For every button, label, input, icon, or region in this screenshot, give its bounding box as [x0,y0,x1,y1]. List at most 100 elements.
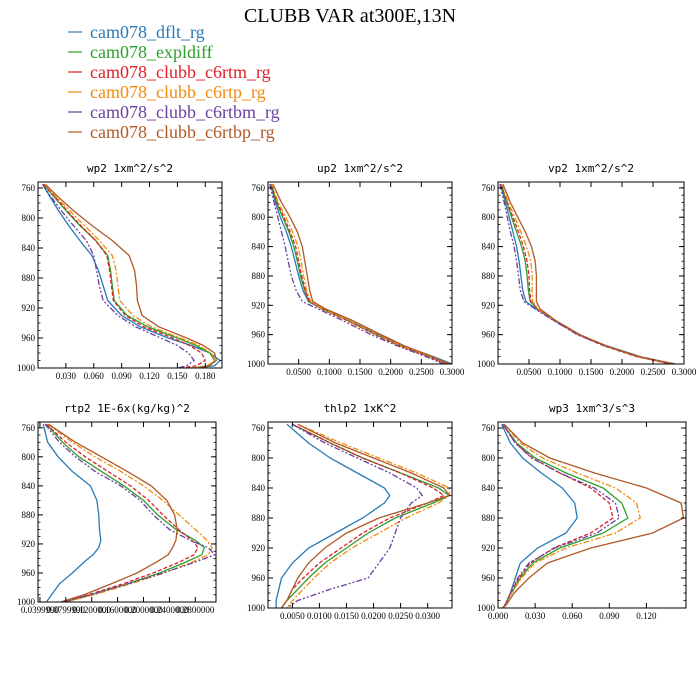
legend-label-cam078_clubb_c6rtbm_rg: cam078_clubb_c6rtbm_rg [90,102,280,122]
y-tick-label: 960 [482,330,496,340]
y-tick-label: 840 [482,242,496,252]
y-tick-label: 800 [252,453,266,463]
panels: wp2 1xm^2/s^2 760 800 840 880 920 960 1000 0.030… [17,162,697,621]
x-tick-label: 0.0150 [334,611,359,621]
x-tick-label: 0.1500 [348,367,373,377]
x-tick-label: 0.3000 [440,367,465,377]
panel-1: wp2 1xm^2/s^2 760 800 840 880 920 960 1000 0.030… [17,162,223,381]
series-line-cam078_clubb_c6rtp_rg [502,423,641,608]
y-tick-label: 920 [22,539,36,549]
x-tick-label: 0.1200000 [73,605,112,615]
plot-frame [267,421,453,609]
x-tick-label: 0.1000 [548,367,573,377]
y-tick-label: 800 [22,213,36,223]
panel-6: wp3 1xm^3/s^3 760 800 840 880 920 960 10000.000… [477,402,687,621]
panel-2: up2 1xm^2/s^2 760 800 840 880 920 960 1000 0.050… [247,162,465,377]
y-tick-label: 880 [482,271,496,281]
plot-frame [37,181,223,369]
y-tick-label: 960 [482,573,496,583]
series-line-cam078_clubb_c6rtbm_rg [286,423,424,608]
x-tick-label: 0.2800000 [176,605,215,615]
series-line-cam078_expldiff [502,423,629,608]
series-line-cam078_clubb_c6rtp_rg [271,183,449,364]
series-line-cam078_clubb_c6rtbp_rg [272,183,450,364]
y-tick-label: 840 [482,483,496,493]
y-tick-label: 1000 [477,603,496,613]
x-tick-label: 0.1600000 [98,605,137,615]
legend: cam078_dflt_rgcam078_expldiffcam078_club… [68,22,280,142]
y-tick-label: 920 [252,300,266,310]
x-tick-label: 0.1000 [317,367,342,377]
y-tick-label: 920 [482,300,496,310]
panel-3: vp2 1xm^2/s^2 760 800 840 880 920 960 1000 0.050… [477,162,697,377]
x-tick-label: 0.120 [636,611,657,621]
plot-frame [37,421,217,603]
series-line-cam078_clubb_c6rtm_rg [43,183,207,368]
x-tick-label: 0.090 [599,611,620,621]
x-tick-label: 0.0250 [388,611,413,621]
x-tick-label: 0.0500 [286,367,311,377]
x-tick-label: 0.0300 [415,611,440,621]
y-tick-label: 960 [22,568,36,578]
x-tick-label: 0.0799990 [47,605,86,615]
x-tick-label: 0.060 [84,371,105,381]
legend-label-cam078_clubb_c6rtp_rg: cam078_clubb_c6rtp_rg [90,82,266,102]
y-tick-label: 920 [22,303,36,313]
x-tick-label: 0.0500 [517,367,542,377]
x-tick-label: 0.090 [112,371,133,381]
y-tick-label: 880 [252,513,266,523]
x-tick-label: 0.2000 [378,367,403,377]
x-tick-label: 0.000 [488,611,509,621]
y-tick-label: 880 [252,271,266,281]
x-tick-label: 0.2500 [409,367,434,377]
y-tick-label: 760 [22,183,36,193]
x-tick-label: 0.0050 [280,611,305,621]
plot-frame [267,181,453,365]
legend-label-cam078_clubb_c6rtm_rg: cam078_clubb_c6rtm_rg [90,62,271,82]
x-tick-label: 0.0399990 [21,605,60,615]
series-line-cam078_clubb_c6rtbm_rg [499,184,675,364]
y-tick-label: 920 [252,543,266,553]
y-tick-label: 800 [252,212,266,222]
y-tick-label: 880 [22,273,36,283]
series-line-cam078_clubb_c6rtp_rg [501,183,673,364]
series-line-cam078_clubb_c6rtm_rg [280,423,446,608]
x-tick-label: 0.1500 [579,367,604,377]
y-tick-label: 760 [482,183,496,193]
y-tick-label: 1000 [17,363,36,373]
panel-title: rtp2 1E-6x(kg/kg)^2 [64,402,190,415]
panel-title: wp2 1xm^2/s^2 [87,162,173,175]
panel-title: up2 1xm^2/s^2 [317,162,403,175]
plot-frame [497,181,685,365]
series-line-cam078_clubb_c6rtbm_rg [269,184,444,364]
y-tick-label: 840 [252,242,266,252]
x-tick-label: 0.2000 [610,367,635,377]
y-tick-label: 1000 [247,603,266,613]
x-tick-label: 0.2500 [641,367,666,377]
series-line-cam078_clubb_c6rtbp_rg [44,183,218,368]
y-tick-label: 840 [22,481,36,491]
series-line-cam078_clubb_c6rtbp_rg [280,423,451,608]
legend-label-cam078_dflt_rg: cam078_dflt_rg [90,22,205,42]
series-line-cam078_dflt_rg [275,423,391,608]
y-tick-label: 760 [22,423,36,433]
panel-title: thlp2 1xK^2 [324,402,397,415]
x-tick-label: 0.3000 [672,367,697,377]
y-tick-label: 880 [482,513,496,523]
panel-title: vp2 1xm^2/s^2 [548,162,634,175]
series-line-cam078_clubb_c6rtbp_rg [502,183,676,364]
series-line-cam078_clubb_c6rtbm_rg [42,183,196,368]
x-tick-label: 0.120 [139,371,160,381]
y-tick-label: 960 [252,573,266,583]
y-tick-label: 960 [252,330,266,340]
series-line-cam078_clubb_c6rtbm_rg [44,423,216,602]
series-line-cam078_clubb_c6rtp_rg [286,423,450,608]
series-line-cam078_dflt_rg [42,183,222,368]
y-tick-label: 840 [252,483,266,493]
y-tick-label: 960 [22,333,36,343]
series-line-cam078_expldiff [270,184,448,364]
series-line-cam078_clubb_c6rtp_rg [44,183,217,368]
y-tick-label: 880 [22,510,36,520]
panel-title: wp3 1xm^3/s^3 [549,402,635,415]
